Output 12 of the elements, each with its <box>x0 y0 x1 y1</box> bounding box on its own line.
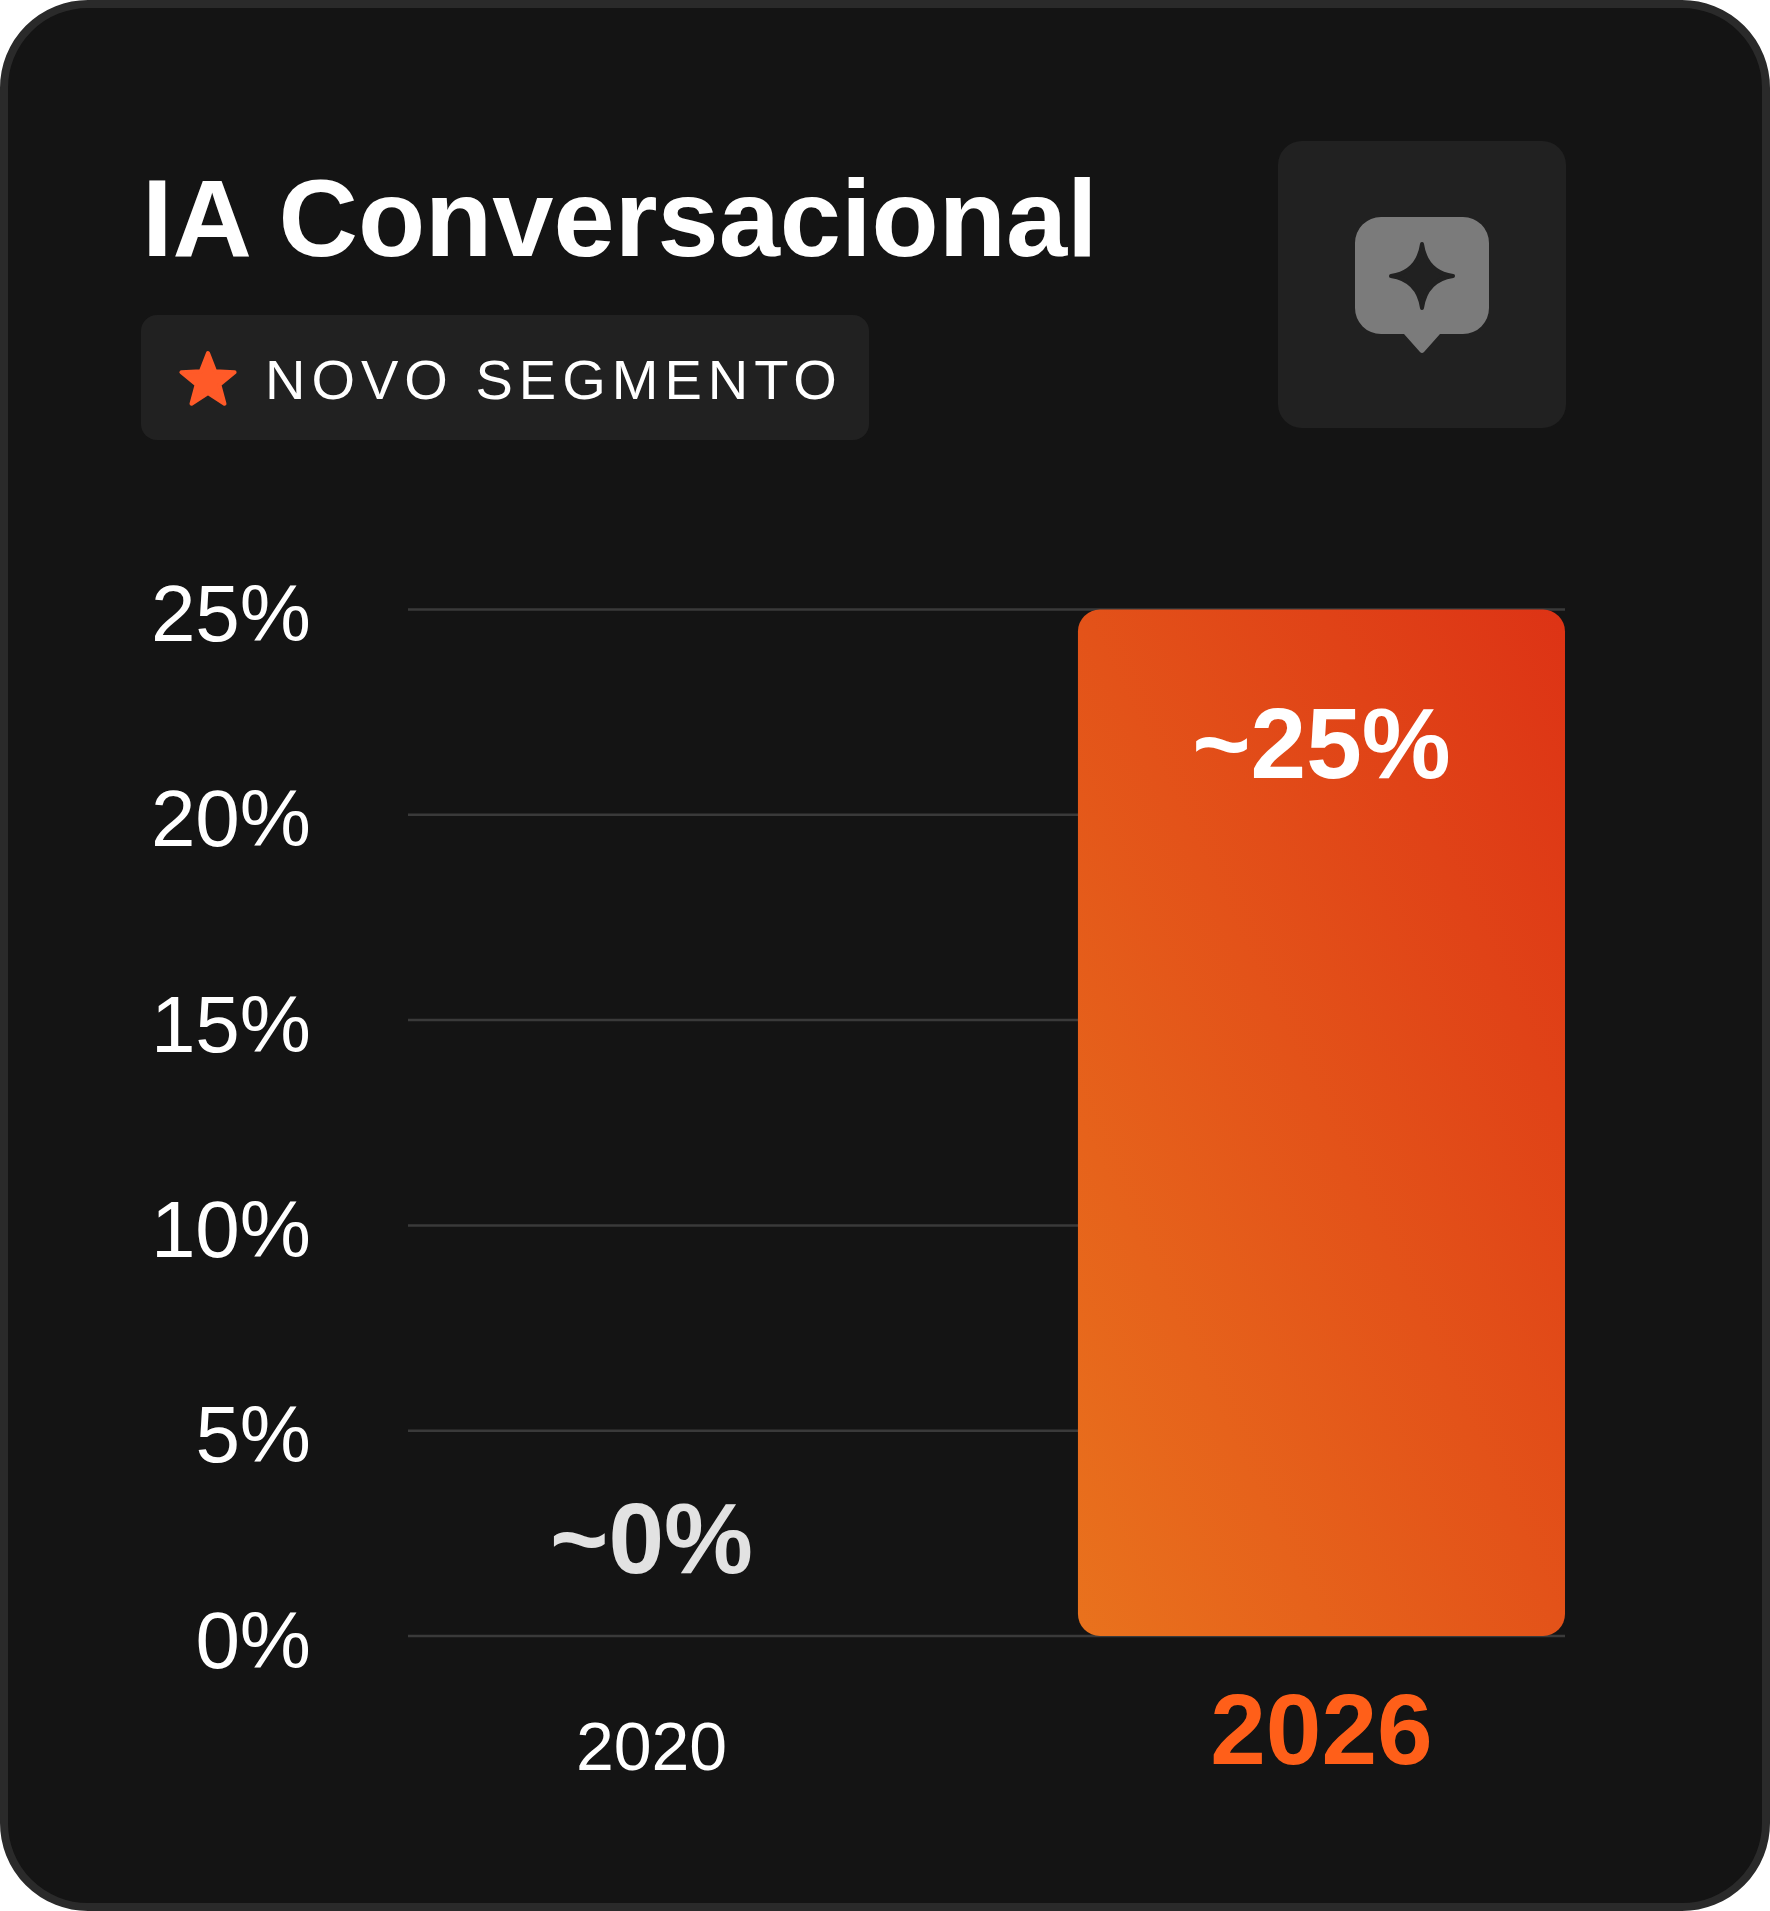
y-tick-label: 5% <box>195 1390 311 1480</box>
data-label: ~0% <box>550 1482 753 1594</box>
y-tick-label: 25% <box>150 569 311 658</box>
y-tick-label: 0% <box>195 1595 311 1685</box>
x-tick-label: 2026 <box>1210 1673 1433 1785</box>
chart-title: IA Conversacional <box>142 156 1098 279</box>
y-tick-label: 20% <box>150 774 311 864</box>
chart-subtitle: NOVO SEGMENTO <box>265 348 843 411</box>
y-tick-label: 15% <box>150 979 311 1069</box>
data-label: ~25% <box>1192 686 1451 799</box>
y-tick-label: 10% <box>150 1184 311 1274</box>
x-tick-label: 2020 <box>575 1708 728 1784</box>
